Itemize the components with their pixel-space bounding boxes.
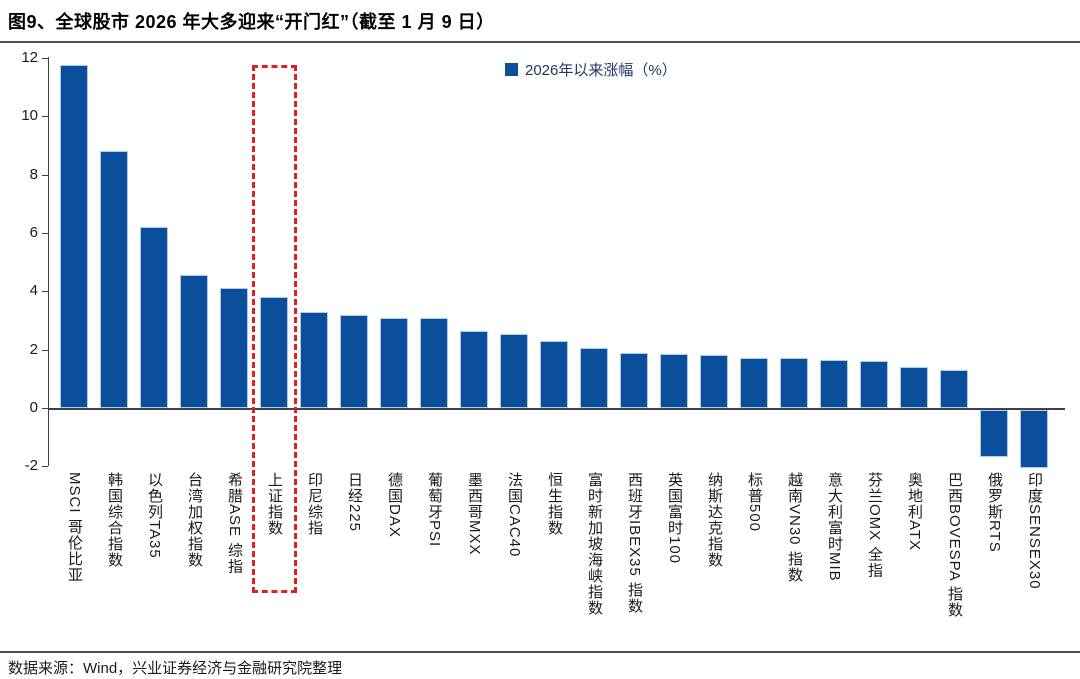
x-axis-label: MSCI 哥伦比亚: [66, 472, 83, 583]
bar: [740, 358, 768, 408]
y-axis: [48, 57, 49, 467]
bar: [340, 314, 368, 408]
bar: [260, 297, 288, 408]
y-axis-tick: [42, 466, 48, 468]
bar: [540, 340, 568, 408]
bar: [60, 65, 88, 408]
highlight-box: [252, 65, 297, 593]
bar: [940, 370, 968, 408]
bar: [300, 311, 328, 408]
y-tick-label: 10: [21, 107, 38, 125]
bar: [780, 358, 808, 408]
y-axis-tick: [42, 116, 48, 118]
y-axis-tick: [42, 174, 48, 176]
x-axis-label: 巴西BOVESPA 指数: [946, 472, 963, 618]
y-axis-tick: [42, 291, 48, 293]
x-axis-label: 日经225: [346, 472, 363, 533]
x-axis-label: 西班牙IBEX35 指数: [626, 472, 643, 615]
bar: [820, 359, 848, 408]
title-divider: [0, 41, 1080, 43]
x-axis-label: 意大利富时MIB: [826, 472, 843, 582]
bar: [140, 227, 168, 408]
x-axis-label: 俄罗斯RTS: [986, 472, 1003, 553]
x-axis-label: 法国CAC40: [506, 472, 523, 558]
x-axis-label: 以色列TA35: [146, 472, 163, 559]
bar: [100, 151, 128, 408]
x-axis-label: 纳斯达克指数: [706, 472, 723, 568]
x-axis-label: 芬兰OMX 全指: [866, 472, 883, 579]
bar: [620, 352, 648, 408]
x-axis-label: 韩国综合指数: [106, 472, 123, 568]
bar: [900, 367, 928, 408]
y-tick-label: 12: [21, 48, 38, 66]
legend-swatch-icon: [505, 63, 518, 76]
bar: [220, 288, 248, 408]
x-axis-label: 葡萄牙PSI: [426, 472, 443, 548]
x-axis-label: 富时新加坡海峡指数: [586, 472, 603, 616]
y-axis-tick: [42, 57, 48, 59]
bar: [980, 410, 1008, 457]
bar: [660, 354, 688, 408]
bar: [580, 348, 608, 408]
bar: [420, 317, 448, 408]
data-source: 数据来源：Wind，兴业证券经济与金融研究院整理: [8, 660, 343, 677]
x-axis-label: 墨西哥MXX: [466, 472, 483, 556]
x-axis-label: 台湾加权指数: [186, 472, 203, 568]
y-tick-label: 4: [29, 282, 38, 300]
x-axis-label: 印尼综指: [306, 472, 323, 536]
bar: [460, 330, 488, 408]
x-axis: [48, 408, 1065, 410]
bar: [860, 361, 888, 408]
x-axis-label: 恒生指数: [546, 472, 563, 536]
legend: 2026年以来涨幅（%）: [505, 59, 677, 80]
y-tick-label: 8: [29, 165, 38, 183]
bar: [500, 333, 528, 408]
y-tick-label: 6: [29, 223, 38, 241]
x-axis-label: 德国DAX: [386, 472, 403, 538]
y-tick-label: 2: [29, 340, 38, 358]
x-axis-label: 标普500: [746, 472, 763, 533]
bar: [180, 275, 208, 408]
x-axis-label: 印度SENSEX30: [1026, 472, 1043, 590]
bar-chart: 2026年以来涨幅（%） 12 10 8 6 4 2 0 -2 MSCI 哥伦比亚 韩国综合指数 以…: [0, 42, 1080, 651]
figure-title: 图9、全球股市 2026 年大多迎来“开门红”（截至 1 月 9 日）: [8, 12, 495, 32]
bar: [380, 317, 408, 408]
y-tick-label: -2: [24, 457, 38, 475]
y-tick-label: 0: [29, 399, 38, 416]
y-axis-tick: [42, 408, 48, 409]
y-axis-tick: [42, 232, 48, 234]
bar: [700, 355, 728, 408]
x-axis-label: 上证指数: [266, 472, 283, 536]
footer-divider: [0, 651, 1080, 653]
x-axis-label: 越南VN30 指数: [786, 472, 803, 583]
x-axis-label: 奥地利ATX: [906, 472, 923, 552]
legend-label: 2026年以来涨幅（%）: [525, 62, 677, 79]
x-axis-label: 希腊ASE 综指: [226, 472, 243, 575]
y-axis-tick: [42, 349, 48, 351]
bar: [1020, 410, 1048, 469]
x-axis-label: 英国富时100: [666, 472, 683, 565]
